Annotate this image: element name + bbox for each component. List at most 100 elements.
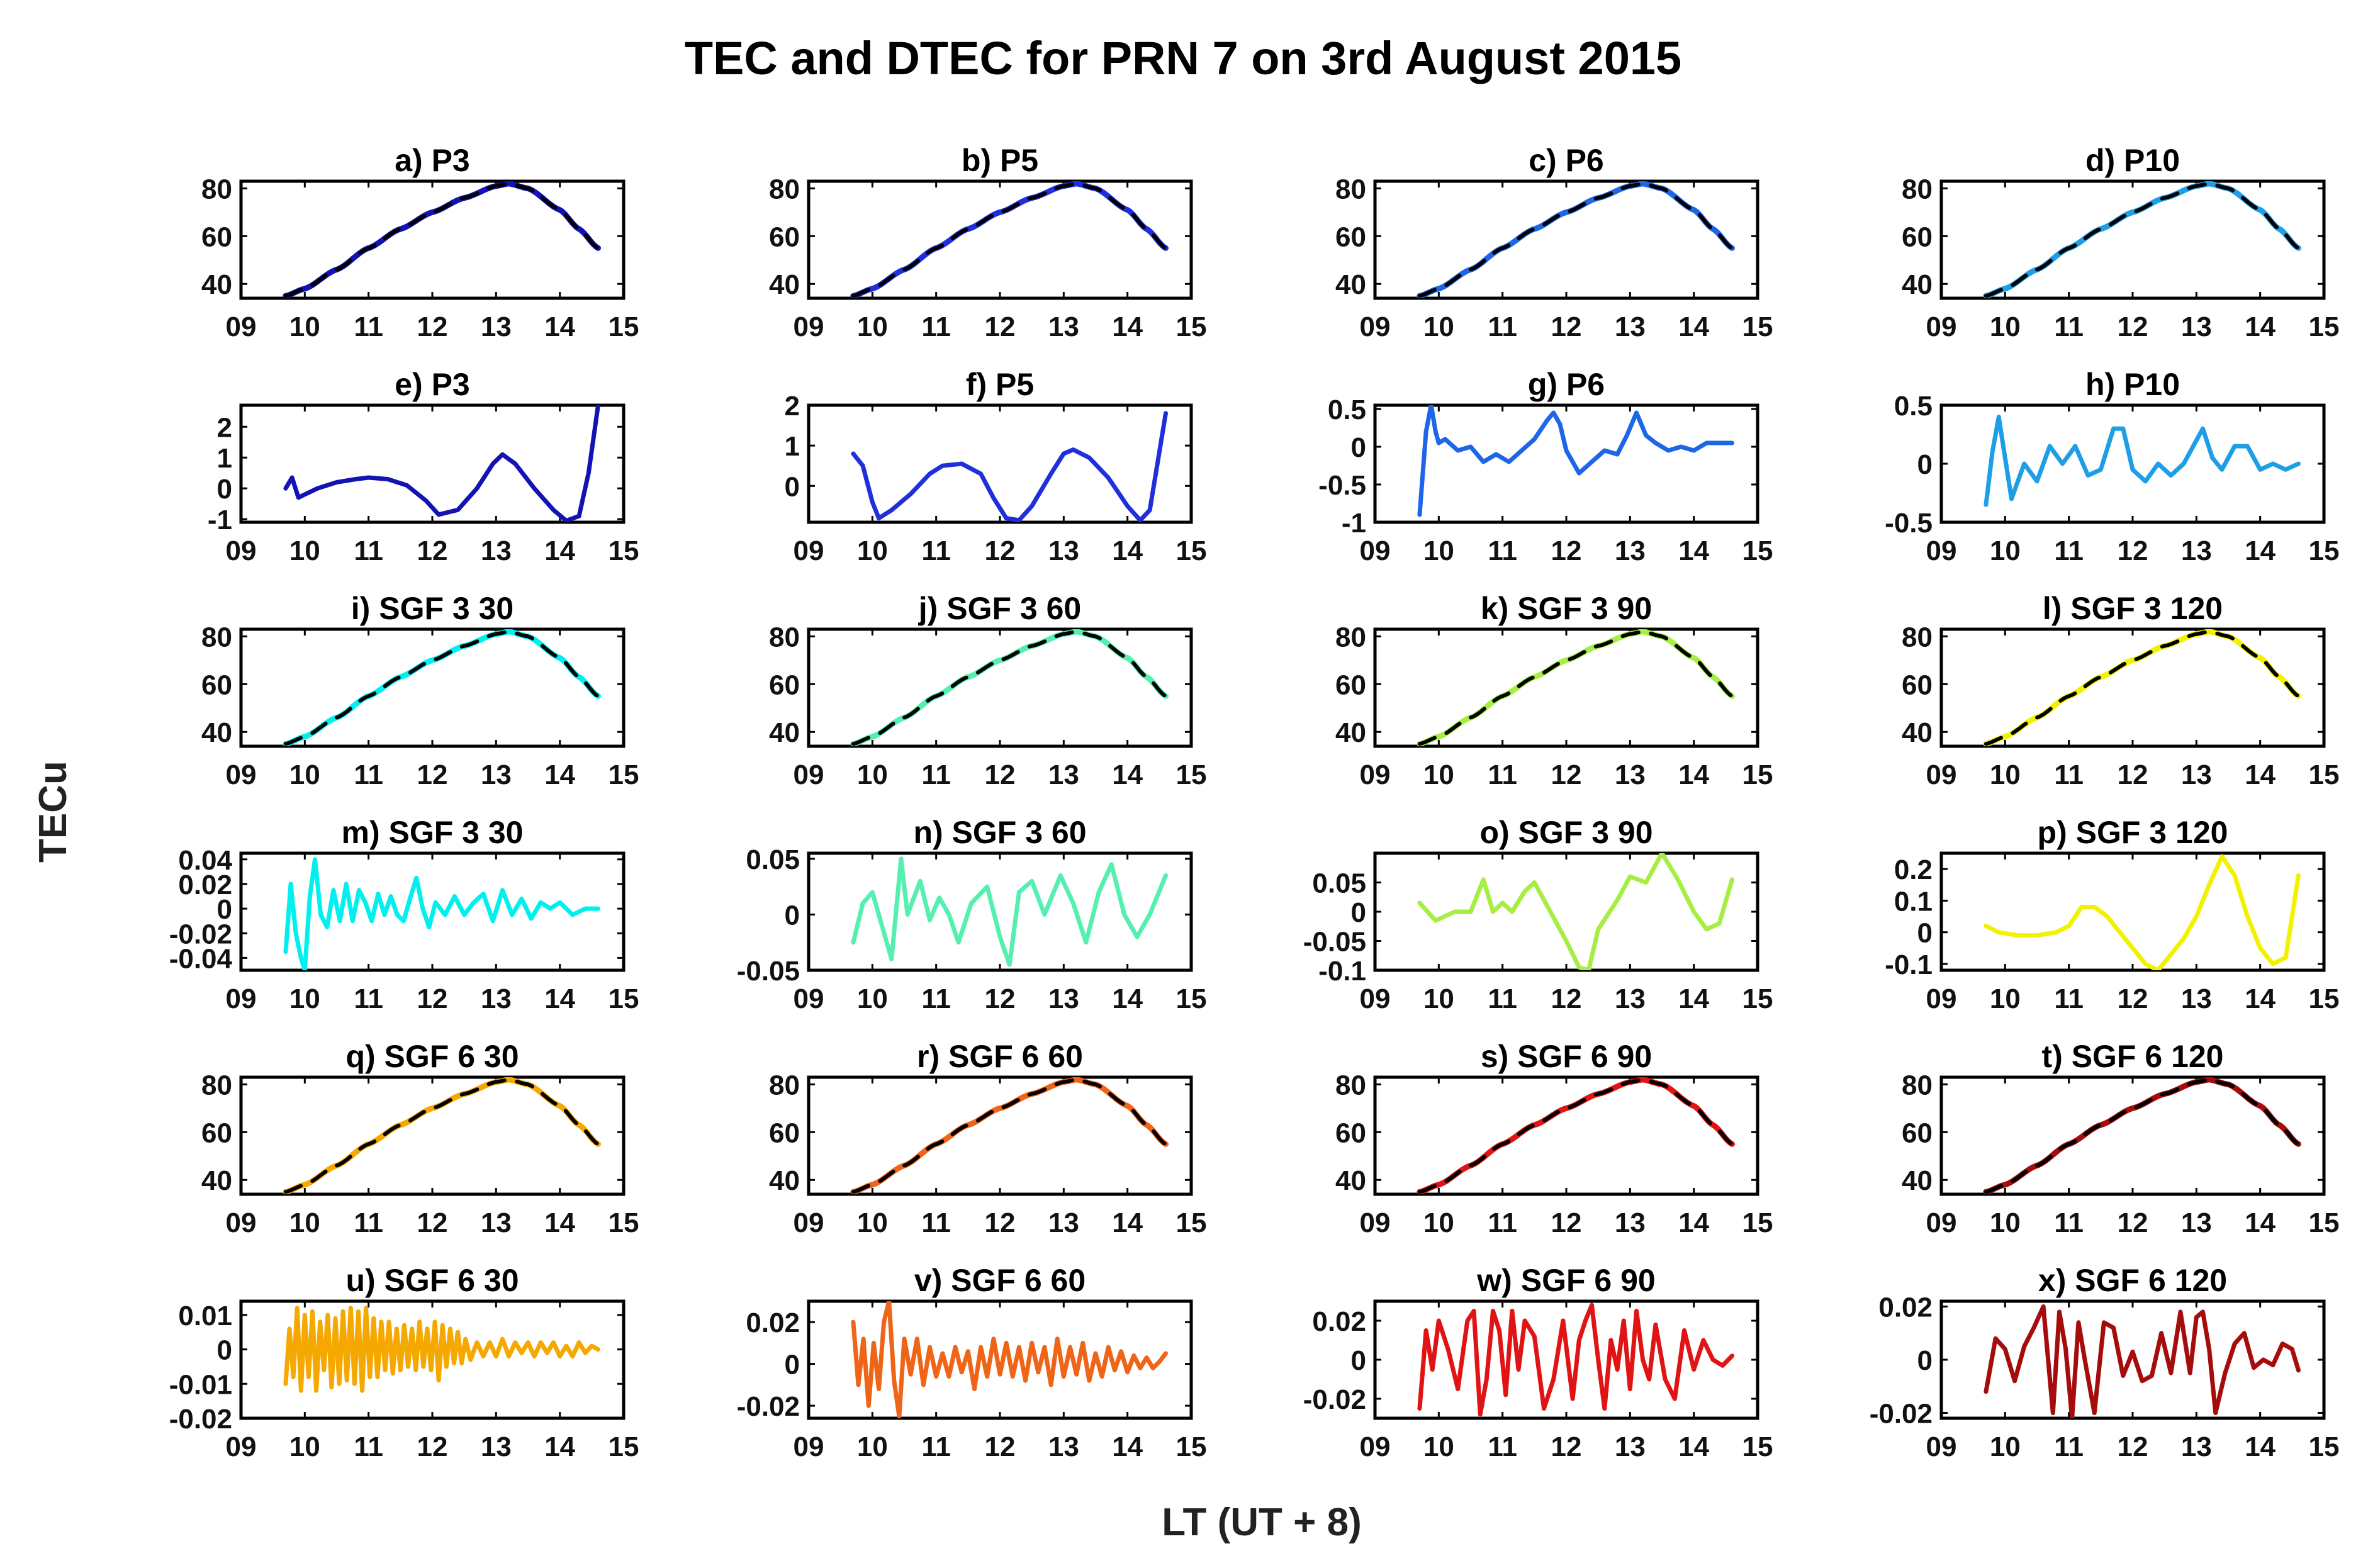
y-tick-label: 1 <box>217 443 232 474</box>
x-tick-label: 15 <box>2309 1431 2340 1462</box>
tec-series-line <box>1417 629 1735 746</box>
x-tick-label: 11 <box>1488 311 1517 342</box>
panel-title: g) P6 <box>1528 367 1605 402</box>
dtec-series-line <box>283 857 600 970</box>
x-tick-label: 11 <box>1488 535 1517 566</box>
x-tick-label: 11 <box>921 311 951 342</box>
plot-frame <box>807 851 1193 972</box>
y-tick-label: 40 <box>201 1165 232 1196</box>
x-tick-label: 12 <box>2118 983 2148 1014</box>
x-tick-label: 13 <box>1048 1207 1079 1238</box>
panel-title: x) SGF 6 120 <box>2038 1263 2227 1298</box>
tec-reference-dashed-line <box>283 181 600 298</box>
tec-series-line <box>283 1077 601 1194</box>
x-tick-label: 10 <box>1990 1431 2021 1462</box>
x-tick-label: 10 <box>1990 759 2021 790</box>
x-tick-label: 14 <box>2245 535 2275 566</box>
plot-frame <box>807 627 1193 748</box>
x-tick-label: 13 <box>481 759 512 790</box>
x-tick-label: 10 <box>1423 311 1454 342</box>
y-tick-label: -0.05 <box>1303 927 1366 958</box>
plot-frame <box>239 179 626 300</box>
y-tick-label: -0.04 <box>169 943 233 974</box>
x-tick-label: 14 <box>1678 311 1709 342</box>
x-tick-label: 14 <box>1112 1207 1143 1238</box>
y-tick-label: 80 <box>201 1070 232 1100</box>
y-axis-label: TECu <box>31 761 75 863</box>
panel-title: p) SGF 3 120 <box>2038 815 2228 850</box>
x-tick-label: 12 <box>985 535 1016 566</box>
x-tick-label: 10 <box>857 759 888 790</box>
x-tick-label: 14 <box>544 535 575 566</box>
x-tick-label: 15 <box>1176 983 1207 1014</box>
panel-title: e) P3 <box>395 367 470 402</box>
x-tick-label: 10 <box>857 1207 888 1238</box>
panel-i: i) SGF 3 30 09 10 11 12 13 14 15 40 60 80 <box>201 591 639 790</box>
tec-reference-dashed-line <box>851 181 1168 298</box>
x-tick-label: 11 <box>921 983 951 1014</box>
y-tick-label: 40 <box>769 1165 800 1196</box>
x-tick-label: 14 <box>544 1431 575 1462</box>
x-tick-label: 13 <box>1615 983 1646 1014</box>
panel-title: a) P3 <box>395 143 470 178</box>
figure-title: TEC and DTEC for PRN 7 on 3rd August 201… <box>685 32 1681 84</box>
y-tick-label: 0 <box>785 900 800 931</box>
panel-title: c) P6 <box>1529 143 1604 178</box>
x-tick-label: 12 <box>985 1207 1016 1238</box>
x-tick-label: 15 <box>1176 759 1207 790</box>
panel-b: b) P5 09 10 11 12 13 14 15 40 60 80 <box>769 143 1206 342</box>
x-tick-label: 09 <box>226 759 257 790</box>
x-tick-label: 14 <box>2245 1207 2275 1238</box>
dtec-series-line <box>851 411 1168 522</box>
y-tick-label: 60 <box>201 221 232 252</box>
y-tick-label: 80 <box>1335 1070 1366 1100</box>
x-tick-label: 12 <box>417 1431 448 1462</box>
y-tick-label: 0.02 <box>1312 1306 1366 1337</box>
panel-q: q) SGF 6 30 09 10 11 12 13 14 15 40 60 80 <box>201 1039 639 1238</box>
x-tick-label: 12 <box>1551 311 1582 342</box>
x-tick-label: 15 <box>1742 311 1773 342</box>
x-tick-label: 11 <box>1488 983 1517 1014</box>
x-tick-label: 15 <box>2309 983 2340 1014</box>
panel-title: b) P5 <box>962 143 1038 178</box>
y-tick-label: 0.1 <box>1894 886 1933 917</box>
x-tick-label: 12 <box>1551 759 1582 790</box>
panel-title: t) SGF 6 120 <box>2042 1039 2224 1074</box>
x-tick-label: 14 <box>1678 535 1709 566</box>
plot-frame <box>807 1075 1193 1196</box>
y-tick-label: 0 <box>1351 1345 1366 1376</box>
tec-reference-dashed-line <box>1417 181 1734 298</box>
y-tick-label: 0.2 <box>1894 854 1933 885</box>
y-tick-label: 40 <box>769 269 800 300</box>
dtec-series-line <box>283 405 600 522</box>
tec-reference-dashed-line <box>283 1077 600 1194</box>
x-tick-label: 14 <box>1678 983 1709 1014</box>
y-tick-label: 60 <box>201 669 232 700</box>
y-tick-label: 40 <box>1335 1165 1366 1196</box>
panel-x: x) SGF 6 120 09 10 11 12 13 14 15 -0.02 0 0.02 <box>1870 1263 2340 1462</box>
x-tick-label: 10 <box>1423 1207 1454 1238</box>
x-tick-label: 13 <box>2181 759 2212 790</box>
x-tick-label: 13 <box>481 1431 512 1462</box>
x-tick-label: 14 <box>1678 1431 1709 1462</box>
x-tick-label: 12 <box>2118 1431 2148 1462</box>
y-tick-label: 80 <box>769 1070 800 1100</box>
x-tick-label: 14 <box>1112 983 1143 1014</box>
x-tick-label: 13 <box>2181 535 2212 566</box>
x-tick-label: 09 <box>1360 759 1391 790</box>
x-tick-label: 10 <box>289 1207 320 1238</box>
tec-reference-dashed-line <box>851 1077 1168 1194</box>
panel-title: m) SGF 3 30 <box>342 815 524 850</box>
x-tick-label: 09 <box>226 983 257 1014</box>
x-tick-label: 12 <box>417 759 448 790</box>
x-tick-label: 11 <box>921 759 951 790</box>
tec-series-line <box>1417 1077 1735 1194</box>
x-tick-label: 10 <box>1423 983 1454 1014</box>
x-tick-label: 10 <box>1990 535 2021 566</box>
x-tick-label: 11 <box>354 983 383 1014</box>
x-tick-label: 10 <box>289 983 320 1014</box>
